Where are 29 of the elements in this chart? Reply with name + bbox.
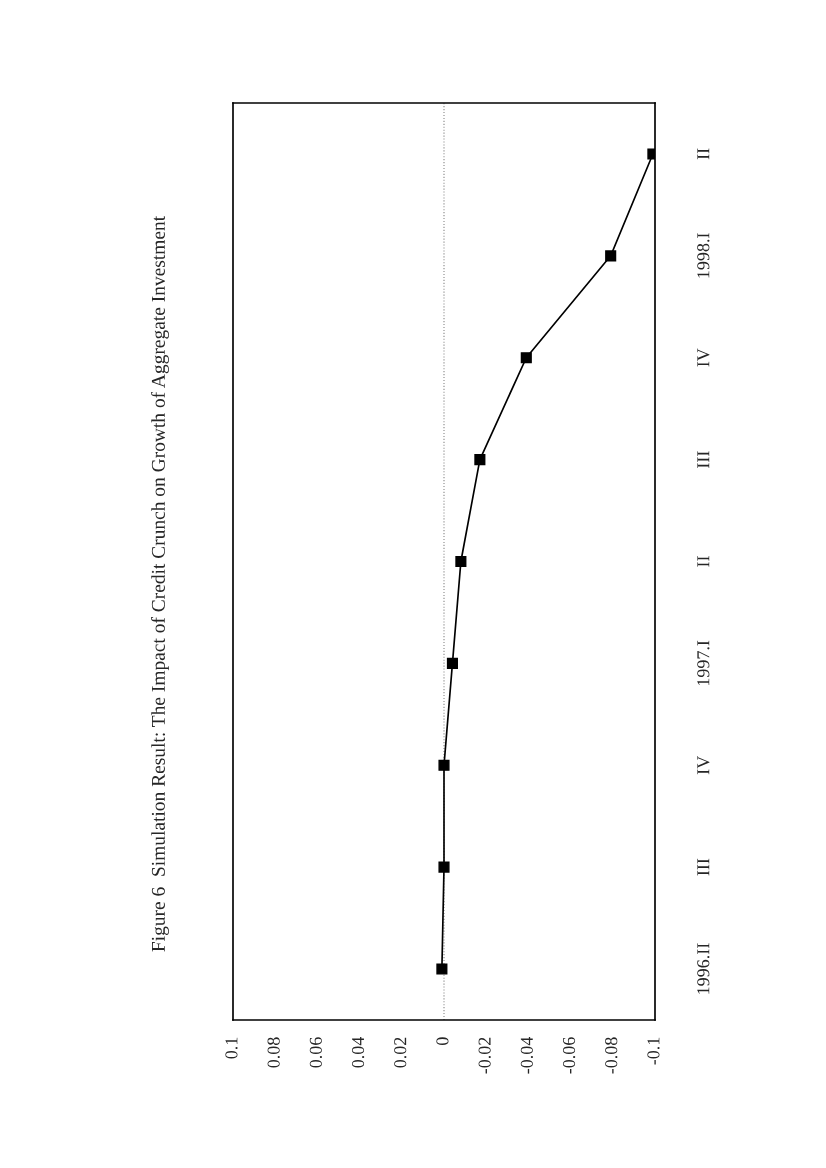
x-tick-label: 0 <box>436 1037 449 1046</box>
point <box>520 352 532 364</box>
text: Figure 6 Simulation Result: The Impact of Credit Crunch on Growth of Aggregate Investment <box>151 215 169 952</box>
x-tick-label: -0.04 <box>520 1036 533 1074</box>
x-tick-label: 0.1 <box>225 1037 238 1059</box>
y-tick-label: II <box>697 148 710 160</box>
x-tick-label: 0.06 <box>309 1037 322 1068</box>
point <box>455 555 467 568</box>
x-tick-label: -0.06 <box>562 1037 576 1074</box>
point <box>446 657 458 669</box>
point <box>438 759 450 771</box>
point <box>436 963 448 975</box>
x-tick-label: -0.02 <box>478 1037 491 1074</box>
y-tick-label: IV <box>697 755 710 775</box>
y-tick-label: III <box>697 858 710 876</box>
point <box>605 250 617 262</box>
y-tick-label: 1998.I <box>697 233 710 278</box>
x-tick-label: 0.04 <box>351 1036 365 1068</box>
y-tick-label: II <box>697 556 710 567</box>
x-tick-label: -0.08 <box>605 1037 618 1074</box>
y-tick-label: IV <box>697 348 710 367</box>
x-tick-label: -0.1 <box>647 1037 660 1065</box>
y-tick-label: III <box>697 451 710 468</box>
x-tick-label: 0.02 <box>394 1037 407 1068</box>
point <box>474 454 486 466</box>
y-tick-label: 1996.II <box>697 943 710 994</box>
y-tick-label: 1997.I <box>697 640 710 686</box>
x-tick-label: 0.08 <box>267 1037 280 1068</box>
point <box>438 861 450 873</box>
